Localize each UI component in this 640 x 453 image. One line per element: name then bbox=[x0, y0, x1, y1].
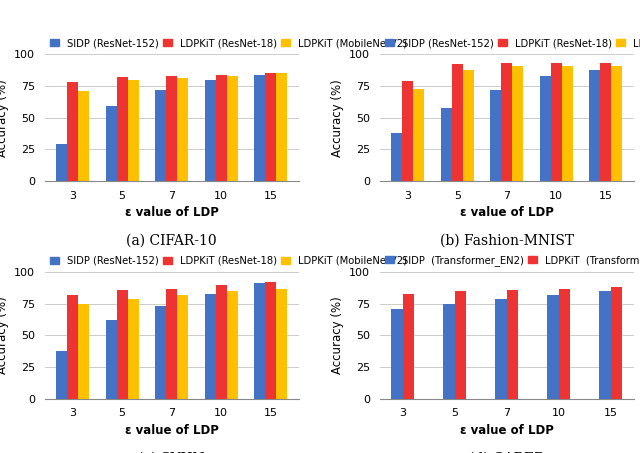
Bar bbox=[276, 289, 287, 399]
Bar bbox=[78, 304, 89, 399]
Bar bbox=[540, 76, 551, 181]
Bar bbox=[455, 291, 466, 399]
Bar bbox=[501, 63, 512, 181]
Bar bbox=[265, 73, 276, 181]
Bar bbox=[599, 291, 611, 399]
Bar bbox=[611, 287, 622, 399]
Bar bbox=[106, 320, 116, 399]
Bar bbox=[444, 304, 455, 399]
Bar bbox=[67, 295, 78, 399]
Bar bbox=[254, 284, 265, 399]
Bar bbox=[562, 66, 573, 181]
Legend: SIDP  (Transformer_EN2), LDPKiT  (Transformer_EN1): SIDP (Transformer_EN2), LDPKiT (Transfor… bbox=[385, 255, 640, 266]
Bar bbox=[127, 299, 138, 399]
Bar bbox=[452, 64, 463, 181]
Bar bbox=[512, 66, 523, 181]
Bar bbox=[547, 295, 559, 399]
Y-axis label: Accuracy (%): Accuracy (%) bbox=[0, 296, 8, 374]
Text: (c) SVHN: (c) SVHN bbox=[138, 452, 205, 453]
Bar bbox=[166, 76, 177, 181]
Bar bbox=[106, 106, 116, 181]
X-axis label: ε value of LDP: ε value of LDP bbox=[460, 206, 554, 219]
Bar bbox=[127, 80, 138, 181]
Bar bbox=[177, 295, 188, 399]
Legend: SIDP (ResNet-152), LDPKiT (ResNet-18), LDPKiT (MobileNetV2): SIDP (ResNet-152), LDPKiT (ResNet-18), L… bbox=[50, 38, 406, 48]
Bar bbox=[559, 289, 570, 399]
Bar bbox=[56, 144, 67, 181]
Bar bbox=[56, 351, 67, 399]
Text: (a) CIFAR-10: (a) CIFAR-10 bbox=[126, 234, 217, 248]
Bar bbox=[551, 63, 562, 181]
X-axis label: ε value of LDP: ε value of LDP bbox=[460, 424, 554, 437]
Bar bbox=[403, 294, 414, 399]
Text: (b) Fashion-MNIST: (b) Fashion-MNIST bbox=[440, 234, 574, 248]
Bar bbox=[216, 75, 227, 181]
Y-axis label: Accuracy (%): Accuracy (%) bbox=[330, 79, 344, 157]
Bar bbox=[589, 70, 600, 181]
Bar bbox=[156, 306, 166, 399]
Bar bbox=[507, 290, 518, 399]
Y-axis label: Accuracy (%): Accuracy (%) bbox=[330, 296, 344, 374]
Bar bbox=[495, 299, 507, 399]
Bar bbox=[463, 70, 474, 181]
Bar bbox=[78, 91, 89, 181]
Bar bbox=[402, 81, 413, 181]
Bar bbox=[116, 290, 127, 399]
Bar bbox=[600, 63, 611, 181]
Legend: SIDP (ResNet-152), LDPKiT (ResNet-18), LDPKiT (MobileNetV2): SIDP (ResNet-152), LDPKiT (ResNet-18), L… bbox=[385, 38, 640, 48]
Legend: SIDP (ResNet-152), LDPKiT (ResNet-18), LDPKiT (MobileNetV2): SIDP (ResNet-152), LDPKiT (ResNet-18), L… bbox=[50, 256, 406, 266]
Bar bbox=[276, 73, 287, 181]
Bar bbox=[227, 291, 237, 399]
Bar bbox=[166, 289, 177, 399]
Bar bbox=[177, 78, 188, 181]
Y-axis label: Accuracy (%): Accuracy (%) bbox=[0, 79, 8, 157]
Text: (d) CARER: (d) CARER bbox=[469, 452, 545, 453]
Bar bbox=[611, 66, 622, 181]
Bar bbox=[490, 90, 501, 181]
Bar bbox=[265, 282, 276, 399]
Bar bbox=[413, 88, 424, 181]
Bar bbox=[254, 75, 265, 181]
Bar bbox=[156, 90, 166, 181]
Bar bbox=[391, 133, 402, 181]
Bar bbox=[391, 309, 403, 399]
Bar bbox=[227, 76, 237, 181]
Bar bbox=[67, 82, 78, 181]
Bar bbox=[216, 285, 227, 399]
Bar bbox=[205, 294, 216, 399]
Bar bbox=[116, 77, 127, 181]
X-axis label: ε value of LDP: ε value of LDP bbox=[125, 206, 219, 219]
Bar bbox=[205, 80, 216, 181]
Bar bbox=[441, 107, 452, 181]
X-axis label: ε value of LDP: ε value of LDP bbox=[125, 424, 219, 437]
